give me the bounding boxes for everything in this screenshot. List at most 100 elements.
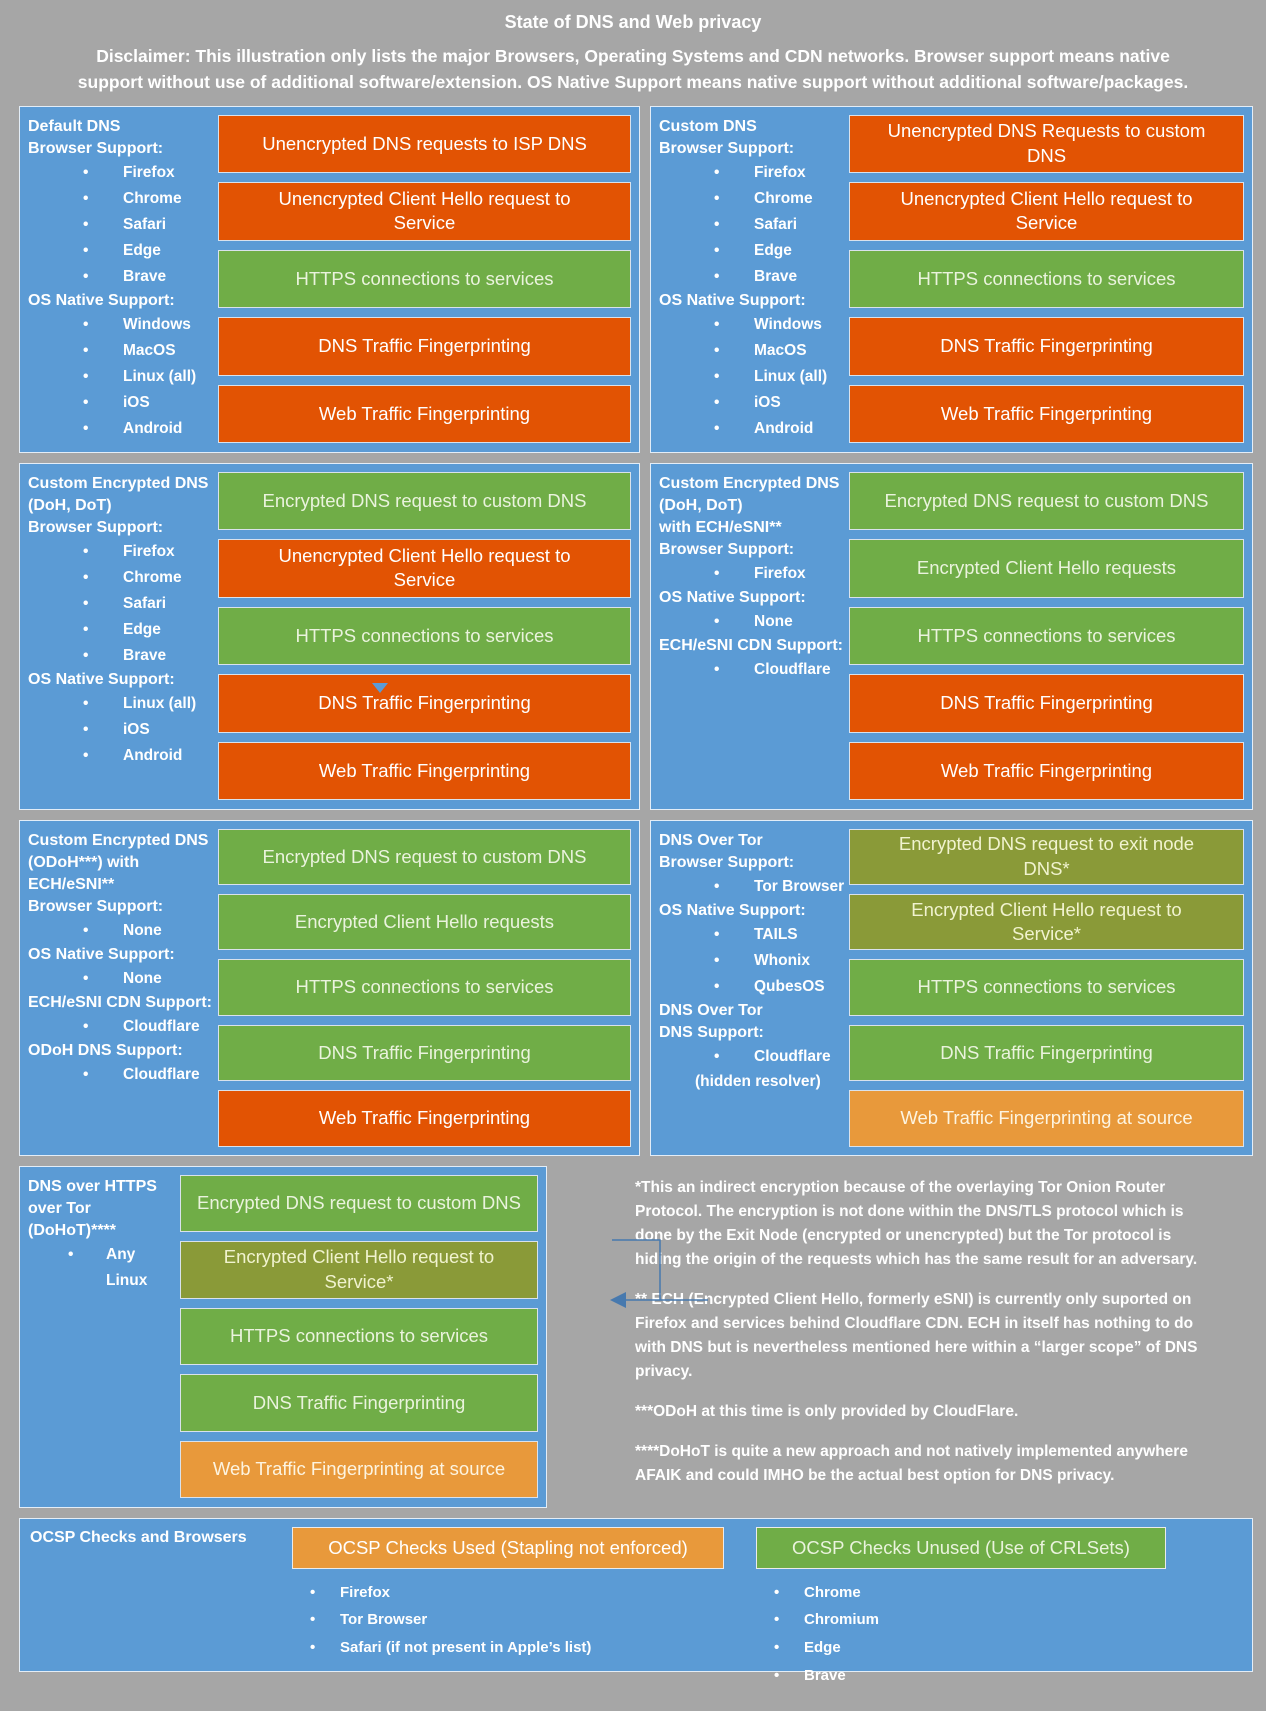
ocsp-list-item: Tor Browser (292, 1606, 724, 1634)
panel-label: Custom DNS (659, 117, 757, 135)
support-list-item: Firefox (28, 539, 218, 565)
support-list-item: Any Linux (28, 1242, 180, 1294)
support-list-item: Safari (659, 212, 849, 238)
panel-label: Browser Support: (659, 139, 795, 157)
status-bar-green: HTTPS connections to services (218, 959, 631, 1016)
panel-info-column: Default DNS Browser Support: FirefoxChrome… (28, 113, 218, 444)
panel-info-column: DNS Over Tor Browser Support: Tor BrowserO… (659, 827, 849, 1147)
status-bar-green: HTTPS connections to services (218, 606, 631, 666)
status-bar-green: HTTPS connections to services (849, 959, 1244, 1016)
status-bar-red: Unencrypted Client Hello request to Serv… (849, 182, 1244, 241)
support-list-item: Cloudflare (28, 1014, 218, 1040)
support-list-item: Android (28, 416, 218, 442)
panel-label: Default DNS (28, 117, 121, 135)
status-bar-green: Encrypted DNS request to custom DNS (849, 471, 1244, 531)
panel-label: OS Native Support: (659, 588, 806, 606)
panel-label: Browser Support: (28, 897, 164, 915)
status-bar-green: Encrypted Client Hello requests (849, 539, 1244, 598)
status-bar-green: Encrypted DNS request to custom DNS (218, 828, 631, 885)
panel-label: Custom Encrypted DNS (28, 474, 209, 492)
panel-label: with ECH/eSNI** (659, 518, 782, 536)
panel-custom-encrypted-dns: Custom Encrypted DNS (DoH, DoT) Browser Su… (19, 462, 640, 810)
support-list-item: Android (659, 416, 849, 442)
status-bar-green: Encrypted DNS request to custom DNS (180, 1174, 538, 1233)
ocsp-panel-title: OCSP Checks and Browsers (30, 1528, 247, 1546)
panel-info-column: DNS over HTTPS over Tor (DoHoT)**** Any Li… (28, 1173, 180, 1499)
support-list-item: Windows (28, 312, 218, 338)
support-list-item: Linux (all) (659, 364, 849, 390)
panel-label: DNS over HTTPS over Tor (28, 1177, 157, 1217)
support-list-item: Chrome (659, 186, 849, 212)
panel-label: (hidden resolver) (695, 1073, 821, 1091)
status-bar-red: Web Traffic Fingerprinting (849, 741, 1244, 801)
ocsp-list-item: Chrome (756, 1579, 1166, 1607)
support-list-item: Cloudflare (659, 1044, 849, 1070)
support-list-item: Chrome (28, 186, 218, 212)
status-bars: Encrypted DNS request to exit node DNS* E… (849, 827, 1244, 1147)
support-list-item: Firefox (659, 160, 849, 186)
support-list-item: Tor Browser (659, 874, 849, 900)
status-bars: Unencrypted DNS Requests to custom DNS Un… (849, 113, 1244, 444)
status-bars: Encrypted DNS request to custom DNS Encry… (849, 470, 1244, 801)
panel-dohot: DNS over HTTPS over Tor (DoHoT)**** Any Li… (19, 1165, 547, 1508)
status-bar-olive: Encrypted Client Hello request to Servic… (180, 1241, 538, 1299)
support-list-item: Brave (28, 264, 218, 290)
status-bars: Encrypted DNS request to custom DNS Encry… (180, 1173, 538, 1499)
support-list-item: QubesOS (659, 974, 849, 1000)
page-header: State of DNS and Web privacy Disclaimer:… (0, 0, 1266, 96)
panel-label: OS Native Support: (28, 670, 175, 688)
panel-label: DNS Support: (659, 1023, 764, 1041)
status-bar-red: Unencrypted Client Hello request to Serv… (218, 182, 631, 241)
ocsp-unused-header-bar: OCSP Checks Unused (Use of CRLSets) (756, 1526, 1166, 1569)
status-bar-green: Encrypted DNS request to custom DNS (218, 471, 631, 531)
panel-custom-dns: Custom DNS Browser Support: FirefoxChromeS… (650, 105, 1253, 453)
panel-label: Custom Encrypted DNS (659, 474, 840, 492)
support-list-item: Edge (28, 617, 218, 643)
status-bar-green: HTTPS connections to services (218, 249, 631, 309)
status-bar-olive: Encrypted DNS request to exit node DNS* (849, 828, 1244, 885)
status-bars: Encrypted DNS request to custom DNS Unenc… (218, 470, 631, 801)
footnote-dohot: ****DoHoT is quite a new approach and no… (635, 1442, 1188, 1484)
support-list-item: Brave (659, 264, 849, 290)
panel-label: Browser Support: (659, 853, 795, 871)
ocsp-list-item: Firefox (292, 1579, 724, 1607)
support-list-item: Windows (659, 312, 849, 338)
panel-label: OS Native Support: (659, 901, 806, 919)
status-bar-red: Unencrypted DNS Requests to custom DNS (849, 114, 1244, 174)
support-list-item: Whonix (659, 948, 849, 974)
panel-label: (DoH, DoT) (28, 496, 112, 514)
support-list-item: iOS (28, 390, 218, 416)
status-bar-red: DNS Traffic Fingerprinting (849, 317, 1244, 376)
support-list-item: None (28, 918, 218, 944)
panel-label: Browser Support: (28, 139, 164, 157)
panel-label: (ODoH***) with (28, 853, 140, 871)
status-bar-green: HTTPS connections to services (849, 249, 1244, 309)
footnote-odoh: ***ODoH at this time is only provided by… (635, 1402, 1019, 1420)
panel-label: OS Native Support: (28, 291, 175, 309)
support-list-item: Brave (28, 643, 218, 669)
callout-connector-lines (610, 1239, 708, 1308)
status-bar-red: DNS Traffic Fingerprinting (849, 674, 1244, 733)
ocsp-panel: OCSP Checks and Browsers OCSP Checks Use… (19, 1517, 1253, 1689)
status-bar-red: DNS Traffic Fingerprinting (218, 674, 631, 733)
ocsp-list-item: Chromium (756, 1606, 1166, 1634)
panel-label: DNS Over Tor (659, 831, 763, 849)
panel-label: ECH/eSNI** (28, 875, 115, 893)
status-bar-green: DNS Traffic Fingerprinting (849, 1024, 1244, 1082)
disclaimer-text: Disclaimer: This illustration only lists… (77, 46, 1189, 93)
support-list-item: None (659, 609, 849, 635)
panel-info-column: Custom DNS Browser Support: FirefoxChromeS… (659, 113, 849, 444)
ocsp-list-item: Brave (756, 1662, 1166, 1690)
status-bar-red: Web Traffic Fingerprinting (218, 384, 631, 444)
support-list-item: Android (28, 743, 218, 769)
panel-label: OS Native Support: (659, 291, 806, 309)
support-list-item: Firefox (659, 561, 849, 587)
footnote-tor: *This an indirect encryption because of … (635, 1178, 1198, 1268)
status-bar-green: Encrypted Client Hello requests (218, 893, 631, 951)
status-bar-green: DNS Traffic Fingerprinting (218, 1024, 631, 1082)
status-bars: Unencrypted DNS requests to ISP DNS Unenc… (218, 113, 631, 444)
panel-default-dns: Default DNS Browser Support: FirefoxChrome… (19, 105, 640, 453)
cursor-artifact-triangle (372, 683, 388, 693)
panel-info-column: Custom Encrypted DNS (DoH, DoT) Browser Su… (28, 470, 218, 801)
